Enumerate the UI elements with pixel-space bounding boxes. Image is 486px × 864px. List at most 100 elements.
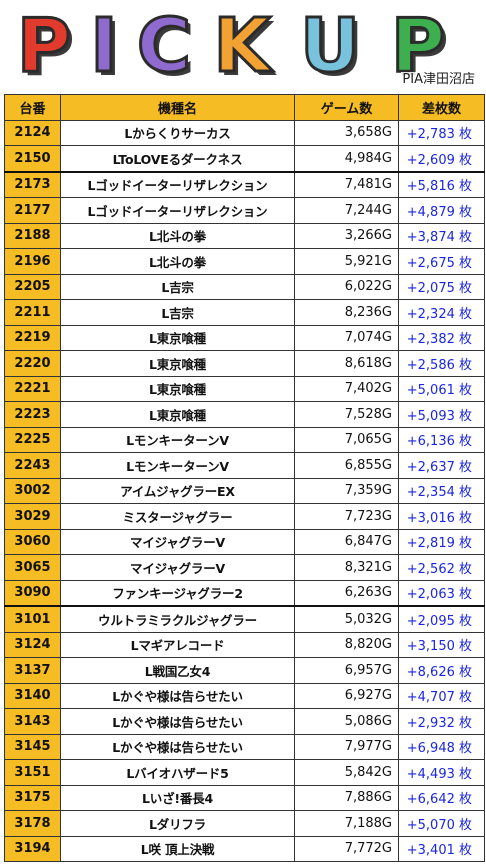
logo-letter-u: U xyxy=(298,3,361,89)
difference-cell: +3,016 枚 xyxy=(398,503,485,530)
machine-number-cell: 3029 xyxy=(4,503,61,530)
machine-name-cell: Lバイオハザード5 xyxy=(60,759,295,786)
machine-number-cell: 2150 xyxy=(4,145,61,172)
machine-number-cell: 2205 xyxy=(4,273,61,300)
table-row: 2211 L吉宗 8,236G +2,324 枚 xyxy=(4,299,485,326)
game-count-cell: 6,855G xyxy=(294,452,399,479)
game-count-cell: 5,842G xyxy=(294,759,399,786)
table-row: 2177 Lゴッドイーターリザレクション 7,244G +4,879 枚 xyxy=(4,197,485,224)
table-row: 3137 L戦国乙女4 6,957G +8,626 枚 xyxy=(4,657,485,684)
table-row: 3065 マイジャグラーV 8,321G +2,562 枚 xyxy=(4,554,485,581)
difference-cell: +6,136 枚 xyxy=(398,426,485,453)
game-count-cell: 7,528G xyxy=(294,401,399,428)
logo-letter-k: K xyxy=(212,3,272,89)
machine-name-cell: L北斗の拳 xyxy=(60,222,295,249)
machine-number-cell: 2177 xyxy=(4,197,61,224)
logo-letter-i: I xyxy=(89,3,120,89)
machine-number-cell: 2220 xyxy=(4,350,61,377)
game-count-cell: 3,658G xyxy=(294,119,399,146)
machine-number-cell: 2223 xyxy=(4,401,61,428)
game-count-cell: 5,086G xyxy=(294,708,399,735)
machine-number-cell: 3151 xyxy=(4,759,61,786)
machine-number-cell: 3143 xyxy=(4,708,61,735)
machine-name-cell: L咲 頂上決戦 xyxy=(60,835,295,862)
table-row: 2188 L北斗の拳 3,266G +3,874 枚 xyxy=(4,222,485,249)
pickup-table: 台番 機種名 ゲーム数 差枚数 2124 Lからくりサーカス 3,658G +2,78… xyxy=(4,94,485,862)
machine-name-cell: LモンキーターンV xyxy=(60,452,295,479)
difference-cell: +8,626 枚 xyxy=(398,657,485,684)
machine-number-cell: 2124 xyxy=(4,119,61,146)
game-count-cell: 7,074G xyxy=(294,324,399,351)
table-row: 3002 アイムジャグラーEX 7,359G +2,354 枚 xyxy=(4,477,485,504)
difference-cell: +2,932 枚 xyxy=(398,708,485,735)
machine-name-cell: L戦国乙女4 xyxy=(60,657,295,684)
table-row: 2150 LToLOVEるダークネス 4,984G +2,609 枚 xyxy=(4,145,485,172)
difference-cell: +2,063 枚 xyxy=(398,579,485,607)
difference-cell: +2,609 枚 xyxy=(398,145,485,172)
machine-name-cell: LToLOVEるダークネス xyxy=(60,145,295,172)
machine-number-cell: 2173 xyxy=(4,170,61,198)
table-row: 2124 Lからくりサーカス 3,658G +2,783 枚 xyxy=(4,119,485,146)
difference-cell: +6,642 枚 xyxy=(398,784,485,811)
difference-cell: +6,948 枚 xyxy=(398,733,485,760)
machine-number-cell: 3124 xyxy=(4,631,61,658)
game-count-cell: 7,886G xyxy=(294,784,399,811)
table-row: 3145 Lかぐや様は告らせたい 7,977G +6,948 枚 xyxy=(4,733,485,760)
machine-name-cell: ウルトラミラクルジャグラー xyxy=(60,605,295,633)
difference-cell: +3,874 枚 xyxy=(398,222,485,249)
table-row: 3151 Lバイオハザード5 5,842G +4,493 枚 xyxy=(4,759,485,786)
game-count-cell: 7,402G xyxy=(294,375,399,402)
game-count-cell: 6,927G xyxy=(294,682,399,709)
machine-number-cell: 2211 xyxy=(4,299,61,326)
machine-name-cell: Lマギアレコード xyxy=(60,631,295,658)
col-header-diff: 差枚数 xyxy=(398,94,485,121)
game-count-cell: 7,188G xyxy=(294,810,399,837)
table-row: 3060 マイジャグラーV 6,847G +2,819 枚 xyxy=(4,528,485,555)
machine-name-cell: L吉宗 xyxy=(60,299,295,326)
game-count-cell: 8,321G xyxy=(294,554,399,581)
machine-name-cell: L吉宗 xyxy=(60,273,295,300)
game-count-cell: 8,618G xyxy=(294,350,399,377)
machine-name-cell: Lからくりサーカス xyxy=(60,119,295,146)
machine-number-cell: 3145 xyxy=(4,733,61,760)
game-count-cell: 6,847G xyxy=(294,528,399,555)
game-count-cell: 5,032G xyxy=(294,605,399,633)
machine-name-cell: Lいざ!番長4 xyxy=(60,784,295,811)
table-row: 3124 Lマギアレコード 8,820G +3,150 枚 xyxy=(4,631,485,658)
machine-number-cell: 2196 xyxy=(4,248,61,275)
machine-name-cell: Lダリフラ xyxy=(60,810,295,837)
difference-cell: +2,562 枚 xyxy=(398,554,485,581)
table-row: 3194 L咲 頂上決戦 7,772G +3,401 枚 xyxy=(4,835,485,862)
machine-name-cell: LモンキーターンV xyxy=(60,426,295,453)
game-count-cell: 4,984G xyxy=(294,145,399,172)
difference-cell: +4,879 枚 xyxy=(398,197,485,224)
game-count-cell: 7,977G xyxy=(294,733,399,760)
table-row: 2196 L北斗の拳 5,921G +2,675 枚 xyxy=(4,248,485,275)
table-row: 2223 L東京喰種 7,528G +5,093 枚 xyxy=(4,401,485,428)
machine-number-cell: 3060 xyxy=(4,528,61,555)
game-count-cell: 7,723G xyxy=(294,503,399,530)
machine-name-cell: L東京喰種 xyxy=(60,350,295,377)
machine-number-cell: 3090 xyxy=(4,579,61,607)
pickup-logo: P I C K U P xyxy=(6,3,466,89)
logo-letter-p2: P xyxy=(389,3,446,89)
col-header-machine: 機種名 xyxy=(60,94,295,121)
table-header-row: 台番 機種名 ゲーム数 差枚数 xyxy=(4,94,485,121)
machine-name-cell: L東京喰種 xyxy=(60,324,295,351)
machine-number-cell: 3194 xyxy=(4,835,61,862)
machine-name-cell: Lゴッドイーターリザレクション xyxy=(60,197,295,224)
difference-cell: +5,816 枚 xyxy=(398,170,485,198)
machine-name-cell: Lかぐや様は告らせたい xyxy=(60,708,295,735)
machine-number-cell: 3101 xyxy=(4,605,61,633)
machine-number-cell: 3178 xyxy=(4,810,61,837)
difference-cell: +2,382 枚 xyxy=(398,324,485,351)
logo-letter-c: C xyxy=(135,3,192,89)
table-body: 2124 Lからくりサーカス 3,658G +2,783 枚 2150 LToLOVEるダ… xyxy=(4,119,485,862)
machine-number-cell: 3137 xyxy=(4,657,61,684)
difference-cell: +4,707 枚 xyxy=(398,682,485,709)
machine-name-cell: L東京喰種 xyxy=(60,375,295,402)
machine-name-cell: L東京喰種 xyxy=(60,401,295,428)
game-count-cell: 7,359G xyxy=(294,477,399,504)
game-count-cell: 7,481G xyxy=(294,170,399,198)
machine-name-cell: アイムジャグラーEX xyxy=(60,477,295,504)
